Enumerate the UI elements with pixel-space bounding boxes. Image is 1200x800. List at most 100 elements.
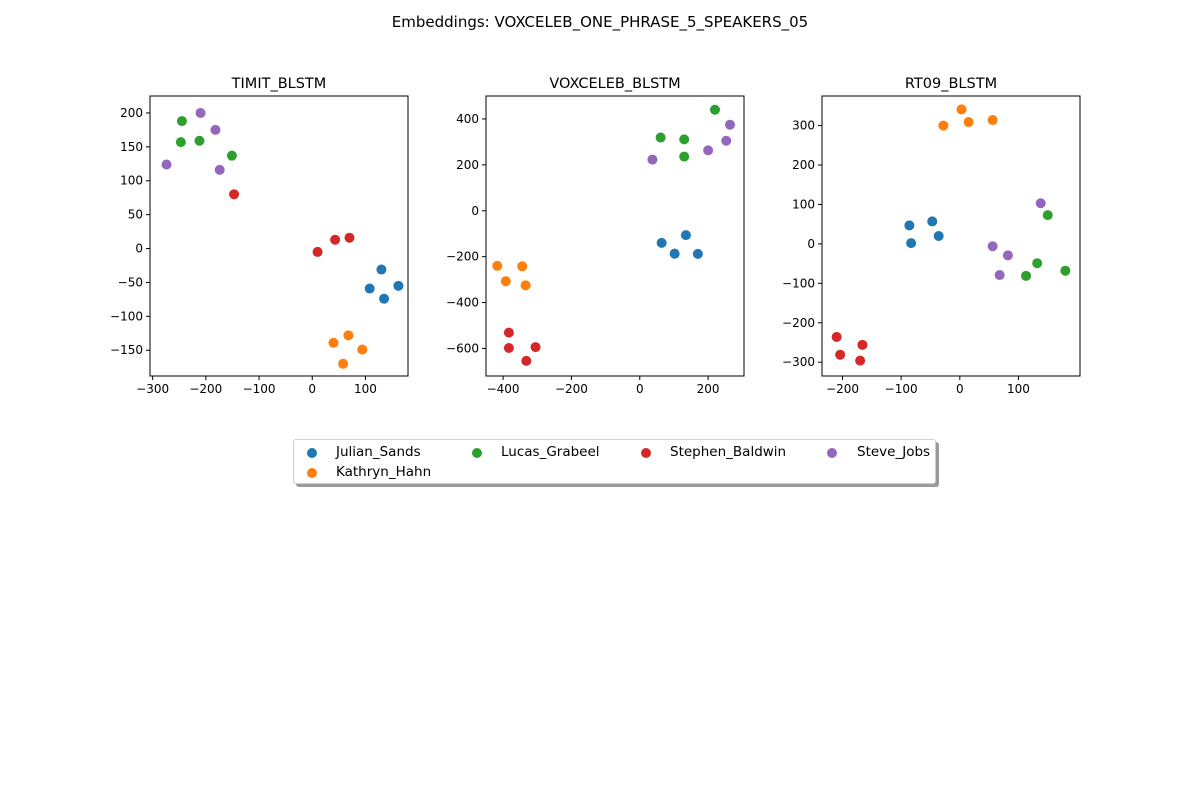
y-tick-label: 200 bbox=[456, 158, 479, 172]
point-kathryn-hahn bbox=[938, 120, 949, 131]
point-lucas-grabeel bbox=[1032, 258, 1043, 269]
point-julian-sands bbox=[692, 248, 703, 259]
y-tick-label: −200 bbox=[446, 250, 479, 264]
point-lucas-grabeel bbox=[679, 151, 690, 162]
panel-2: VOXCELEB_BLSTM −400 −200 0 200 −600 −400 −200 0 2… bbox=[446, 76, 745, 396]
point-kathryn-hahn bbox=[328, 337, 339, 348]
y-tick-label: −600 bbox=[446, 341, 479, 355]
x-tick-label: −200 bbox=[826, 382, 859, 396]
y-tick-label: −100 bbox=[110, 309, 143, 323]
x-tick-label: −300 bbox=[136, 382, 169, 396]
point-julian-sands bbox=[680, 230, 691, 241]
point-lucas-grabeel bbox=[655, 132, 666, 143]
y-tick-label: 100 bbox=[792, 197, 815, 211]
point-stephen-baldwin bbox=[857, 339, 868, 350]
y-tick-label: 400 bbox=[456, 112, 479, 126]
y-tick-label: −100 bbox=[782, 276, 815, 290]
point-steve-jobs bbox=[994, 270, 1005, 281]
point-lucas-grabeel bbox=[679, 134, 690, 145]
point-lucas-grabeel bbox=[175, 137, 186, 148]
point-stephen-baldwin bbox=[229, 189, 240, 200]
x-tick-label: −400 bbox=[487, 382, 520, 396]
point-kathryn-hahn bbox=[492, 260, 503, 271]
point-stephen-baldwin bbox=[503, 327, 514, 338]
point-stephen-baldwin bbox=[330, 234, 341, 245]
point-steve-jobs bbox=[721, 135, 732, 146]
legend-label-julian-sands: Julian_Sands bbox=[336, 444, 421, 460]
y-tick-label: 0 bbox=[135, 242, 143, 256]
point-steve-jobs bbox=[214, 164, 225, 175]
y-tick-label: −50 bbox=[118, 275, 143, 289]
y-tick-label: 200 bbox=[120, 106, 143, 120]
legend-label-kathryn-hahn: Kathryn_Hahn bbox=[336, 464, 432, 480]
panel-1: TIMIT_BLSTM −300 −200 −100 0 100 −150 −100 −50 0 5… bbox=[110, 76, 409, 396]
point-lucas-grabeel bbox=[226, 150, 237, 161]
axes-frame bbox=[485, 95, 745, 377]
y-tick-label: 150 bbox=[120, 140, 143, 154]
point-julian-sands bbox=[933, 231, 944, 241]
point-lucas-grabeel bbox=[194, 135, 205, 146]
x-tick-label: −200 bbox=[189, 382, 222, 396]
legend-marker-stephen-baldwin bbox=[641, 448, 651, 458]
point-stephen-baldwin bbox=[831, 331, 842, 342]
y-tick-label: 300 bbox=[792, 119, 815, 133]
point-kathryn-hahn bbox=[963, 117, 974, 128]
point-kathryn-hahn bbox=[500, 276, 511, 287]
point-steve-jobs bbox=[195, 107, 206, 118]
point-kathryn-hahn bbox=[956, 104, 967, 115]
panel-3: RT09_BLSTM −200 −100 0 100 −300 −200 −100 0 100 20… bbox=[782, 76, 1081, 396]
y-tick-label: 200 bbox=[792, 158, 815, 172]
point-julian-sands bbox=[669, 248, 680, 259]
point-kathryn-hahn bbox=[517, 261, 528, 272]
point-julian-sands bbox=[927, 216, 938, 227]
point-steve-jobs bbox=[1035, 198, 1046, 209]
point-steve-jobs bbox=[724, 119, 735, 130]
legend-marker-steve-jobs bbox=[827, 448, 837, 458]
legend-marker-julian-sands bbox=[307, 448, 317, 458]
x-tick-label: 100 bbox=[1007, 382, 1030, 396]
point-stephen-baldwin bbox=[835, 349, 846, 360]
x-tick-label: 200 bbox=[697, 382, 720, 396]
legend-label-stephen-baldwin: Stephen_Baldwin bbox=[670, 444, 787, 460]
point-kathryn-hahn bbox=[338, 358, 349, 369]
point-stephen-baldwin bbox=[344, 232, 355, 243]
point-kathryn-hahn bbox=[343, 330, 354, 341]
point-julian-sands bbox=[376, 264, 387, 275]
point-julian-sands bbox=[904, 220, 915, 231]
point-steve-jobs bbox=[1002, 250, 1013, 261]
x-tick-label: 100 bbox=[354, 382, 377, 396]
point-stephen-baldwin bbox=[855, 355, 866, 366]
y-tick-label: −150 bbox=[110, 343, 143, 357]
point-steve-jobs bbox=[703, 145, 714, 156]
y-tick-label: −200 bbox=[782, 316, 815, 330]
panel-title: TIMIT_BLSTM bbox=[231, 76, 327, 92]
point-julian-sands bbox=[379, 293, 390, 304]
point-julian-sands bbox=[364, 283, 375, 294]
point-kathryn-hahn bbox=[987, 115, 998, 126]
panel-title: VOXCELEB_BLSTM bbox=[549, 76, 680, 92]
x-tick-label: 0 bbox=[956, 382, 964, 396]
axes-frame bbox=[821, 95, 1081, 377]
x-tick-label: −100 bbox=[243, 382, 276, 396]
point-lucas-grabeel bbox=[176, 116, 187, 127]
point-kathryn-hahn bbox=[520, 280, 531, 291]
x-tick-label: −200 bbox=[555, 382, 588, 396]
y-tick-label: 50 bbox=[128, 208, 143, 222]
y-tick-label: 100 bbox=[120, 174, 143, 188]
point-stephen-baldwin bbox=[530, 342, 541, 353]
point-lucas-grabeel bbox=[1060, 265, 1071, 276]
point-julian-sands bbox=[393, 280, 404, 291]
legend-marker-lucas-grabeel bbox=[472, 448, 482, 458]
point-steve-jobs bbox=[161, 159, 172, 170]
point-kathryn-hahn bbox=[357, 344, 368, 355]
point-lucas-grabeel bbox=[1042, 210, 1053, 221]
point-julian-sands bbox=[906, 238, 917, 249]
point-stephen-baldwin bbox=[312, 246, 323, 257]
y-tick-label: 0 bbox=[807, 237, 815, 251]
figure-title: Embeddings: VOXCELEB_ONE_PHRASE_5_SPEAKE… bbox=[391, 13, 809, 31]
point-julian-sands bbox=[656, 237, 667, 248]
point-stephen-baldwin bbox=[521, 355, 532, 366]
point-steve-jobs bbox=[647, 154, 658, 165]
